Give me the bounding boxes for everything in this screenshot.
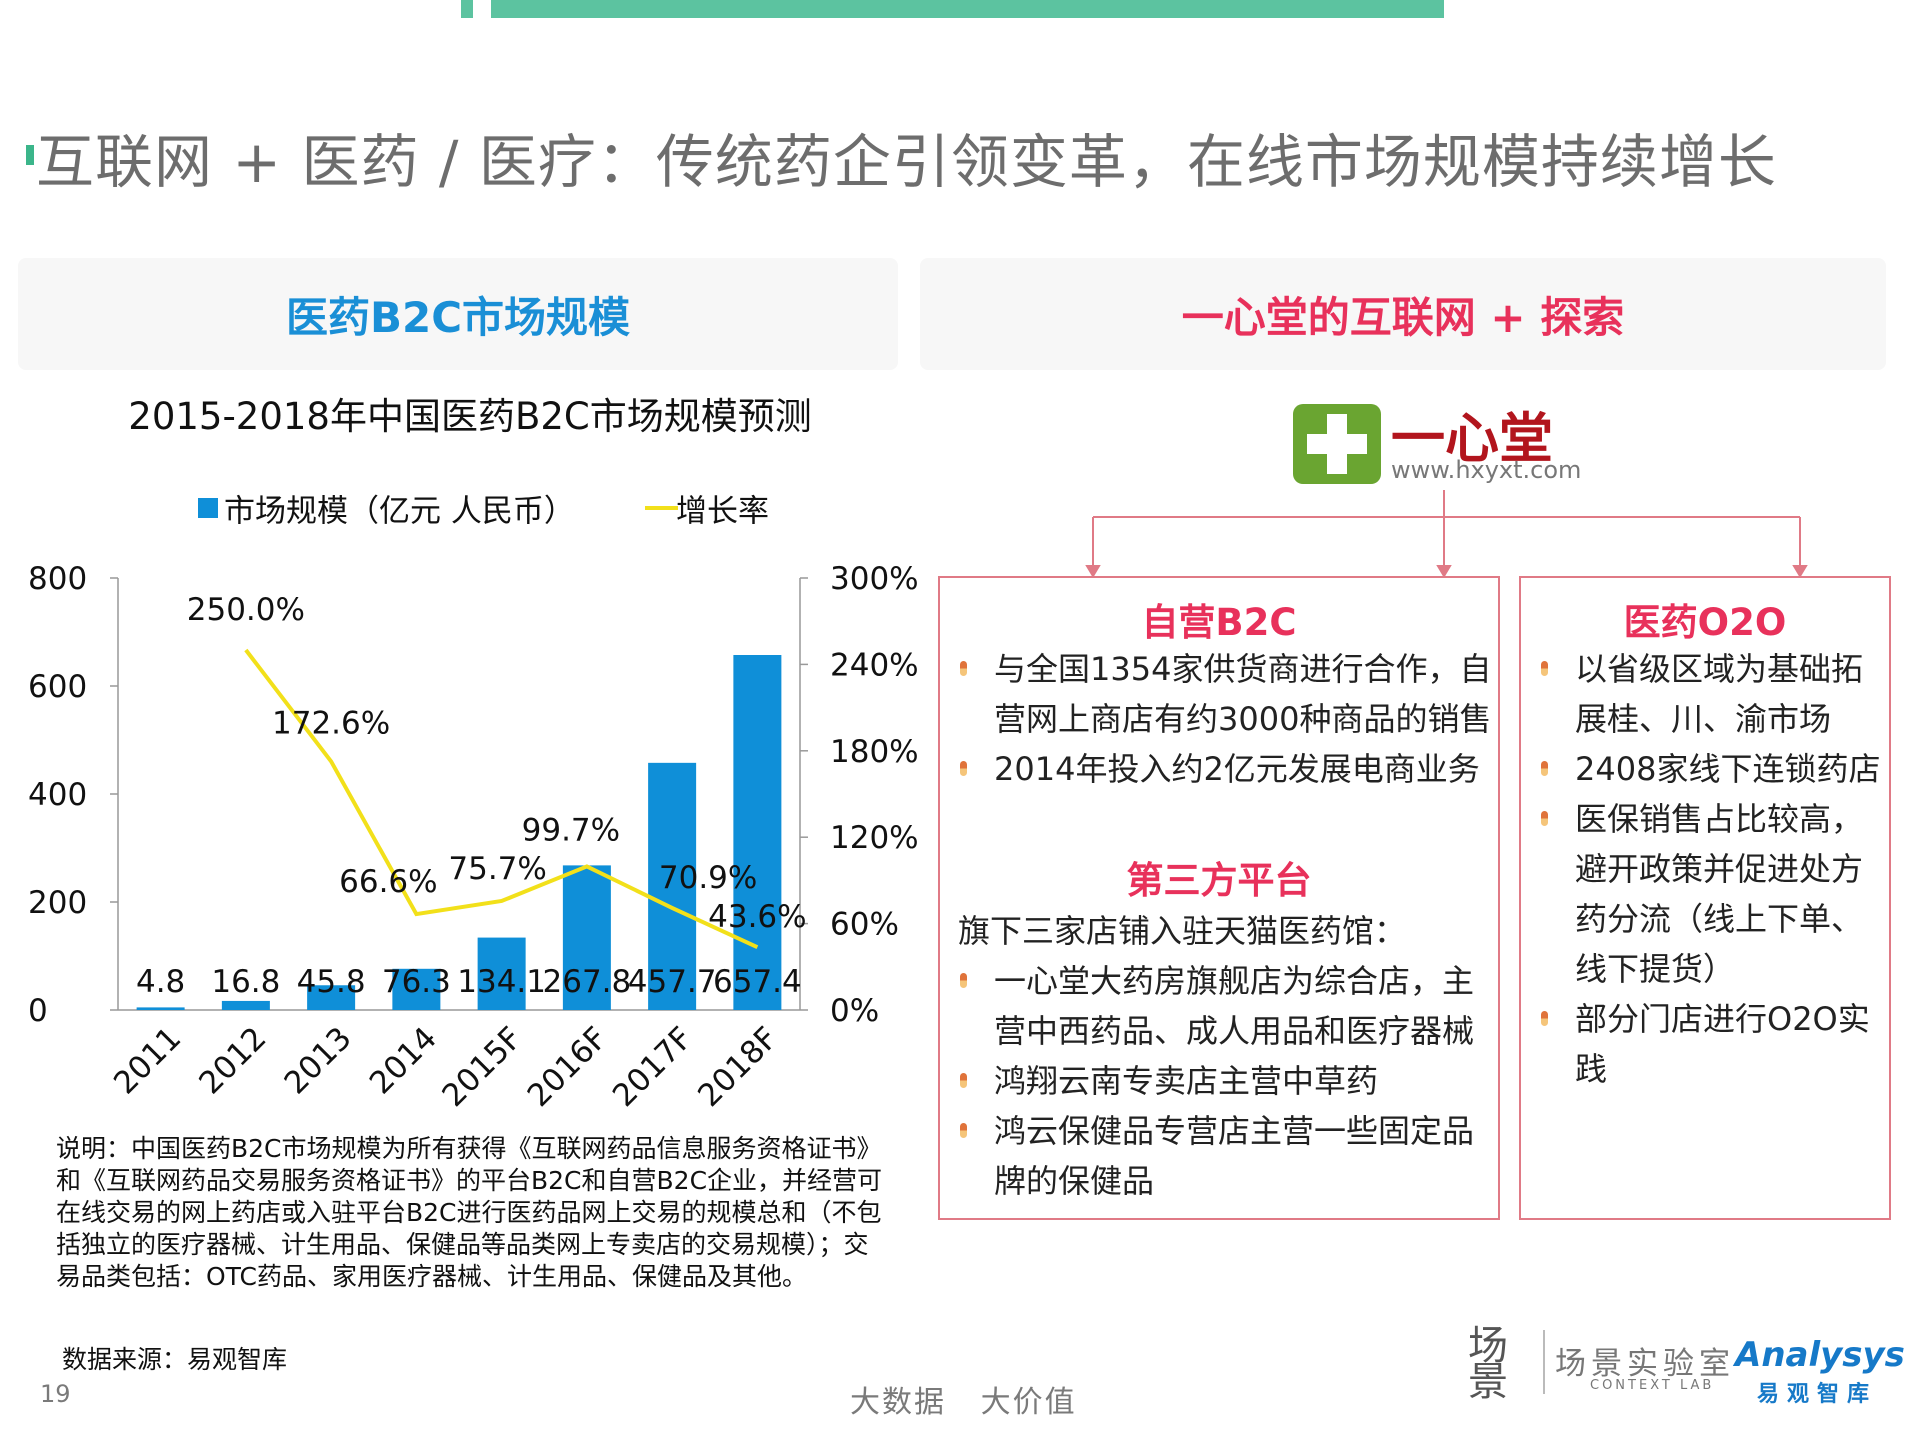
- box1-bullets2: 一心堂大药房旗舰店为综合店，主营中西药品、成人用品和医疗器械 鸿翔云南专卖店主营…: [940, 956, 1498, 1206]
- analysys-logo: Analysys: [1735, 1335, 1905, 1375]
- list-item: 鸿翔云南专卖店主营中草药: [940, 1056, 1498, 1106]
- bar-value-label: 267.8: [543, 964, 632, 1000]
- y-tick-label: 400: [28, 777, 87, 813]
- y2-tick-label: 240%: [830, 647, 919, 683]
- bar: [307, 985, 356, 1010]
- box2-title: 医药O2O: [1623, 601, 1787, 644]
- bar-value-label: 457.7: [628, 964, 717, 1000]
- bar: [136, 1007, 185, 1010]
- right-panel-heading: 一心堂的互联网 + 探索: [920, 258, 1886, 370]
- y-tick-label: 600: [28, 669, 87, 705]
- bar: [648, 762, 697, 1010]
- bar: [221, 1000, 270, 1010]
- bar: [562, 865, 611, 1010]
- box2-bullets: 以省级区域为基础拓展桂、川、渝市场 2408家线下连锁药店 医保销售占比较高，避…: [1521, 644, 1889, 1094]
- y2-tick-label: 0%: [830, 993, 879, 1029]
- legend-label-line: 增长率: [676, 494, 769, 530]
- growth-label: 250.0%: [187, 592, 305, 628]
- list-item: 一心堂大药房旗舰店为综合店，主营中西药品、成人用品和医疗器械: [940, 956, 1498, 1056]
- y2-tick-label: 60%: [830, 907, 899, 943]
- yixintang-logo: 一心堂 www.hxyxt.com: [1293, 398, 1581, 490]
- bar: [477, 937, 526, 1010]
- chart-title: 2015-2018年中国医药B2C市场规模预测: [128, 395, 812, 438]
- y-tick-label: 0: [28, 993, 48, 1029]
- list-item: 2014年投入约2亿元发展电商业务: [940, 744, 1498, 794]
- legend-label-bar: 市场规模（亿元 人民币）: [224, 494, 575, 530]
- top-accent-bar-small: [461, 0, 473, 18]
- y2-tick-label: 120%: [830, 820, 919, 856]
- y2-tick-label: 180%: [830, 734, 919, 770]
- legend-swatch-bar: [198, 498, 218, 518]
- data-source: 数据来源：易观智库: [62, 1345, 288, 1374]
- context-lab-en: CONTEXT LAB: [1590, 1378, 1715, 1393]
- growth-line: [244, 648, 759, 950]
- list-item: 鸿云保健品专营店主营一些固定品牌的保健品: [940, 1106, 1498, 1206]
- list-item: 2408家线下连锁药店: [1521, 744, 1889, 794]
- o2o-box: 医药O2O 以省级区域为基础拓展桂、川、渝市场 2408家线下连锁药店 医保销售…: [1519, 576, 1891, 1220]
- title-marker: [26, 145, 34, 165]
- top-accent-bar: [491, 0, 1444, 18]
- list-item: 以省级区域为基础拓展桂、川、渝市场: [1521, 644, 1889, 744]
- list-item: 部分门店进行O2O实践: [1521, 994, 1889, 1094]
- bar-value-label: 134.1: [457, 964, 546, 1000]
- list-item: 与全国1354家供货商进行合作，自营网上商店有约3000种商品的销售: [940, 644, 1498, 744]
- growth-label: 75.7%: [448, 851, 546, 887]
- bar-value-label: 45.8: [297, 964, 366, 1000]
- bar-value-label: 76.3: [382, 964, 451, 1000]
- chart-note: 说明：中国医药B2C市场规模为所有获得《互联网药品信息服务资格证书》和《互联网药…: [56, 1134, 883, 1291]
- list-item: 医保销售占比较高，避开政策并促进处方药分流（线上下单、线下提货）: [1521, 794, 1889, 994]
- growth-label: 66.6%: [339, 864, 437, 900]
- left-panel-heading: 医药B2C市场规模: [18, 258, 898, 370]
- footer-slogan: 大数据 大价值: [850, 1385, 1077, 1420]
- bar-value-label: 657.4: [713, 964, 802, 1000]
- logo-url: www.hxyxt.com: [1391, 456, 1582, 484]
- self-run-b2c-box: 自营B2C 与全国1354家供货商进行合作，自营网上商店有约3000种商品的销售…: [938, 576, 1500, 1220]
- growth-label: 172.6%: [272, 705, 390, 741]
- logo-name: 一心堂: [1391, 406, 1553, 470]
- bar-value-label: 4.8: [136, 964, 185, 1000]
- analysys-cn: 易观智库: [1757, 1382, 1878, 1407]
- bar-value-label: 16.8: [211, 964, 280, 1000]
- context-mark-logo: 场景: [1468, 1323, 1508, 1405]
- bar: [392, 968, 441, 1010]
- bar: [733, 655, 782, 1010]
- y-tick-label: 800: [28, 561, 87, 597]
- growth-label: 70.9%: [659, 860, 757, 896]
- box1-title: 自营B2C: [1141, 601, 1297, 644]
- y-tick-label: 200: [28, 885, 87, 921]
- b2c-market-chart: 市场规模（亿元 人民币） 增长率 800 600 400 200 0 300% 240% 180%…: [28, 494, 919, 1115]
- page-number: 19: [40, 1380, 71, 1408]
- growth-label: 99.7%: [522, 812, 620, 848]
- logo-cross-icon: [1293, 404, 1381, 484]
- box1-bullets: 与全国1354家供货商进行合作，自营网上商店有约3000种商品的销售 2014年…: [940, 644, 1498, 794]
- page-title: 互联网 + 医药 / 医疗：传统药企引领变革，在线市场规模持续增长: [36, 128, 1777, 196]
- y2-tick-label: 300%: [830, 561, 919, 597]
- growth-label: 43.6%: [708, 899, 806, 935]
- brand-divider: [1543, 1330, 1545, 1394]
- box1-subtitle: 第三方平台: [1126, 859, 1312, 902]
- context-lab-name: 场景实验室: [1555, 1346, 1735, 1382]
- box1-intro: 旗下三家店铺入驻天猫医药馆：: [958, 912, 1407, 950]
